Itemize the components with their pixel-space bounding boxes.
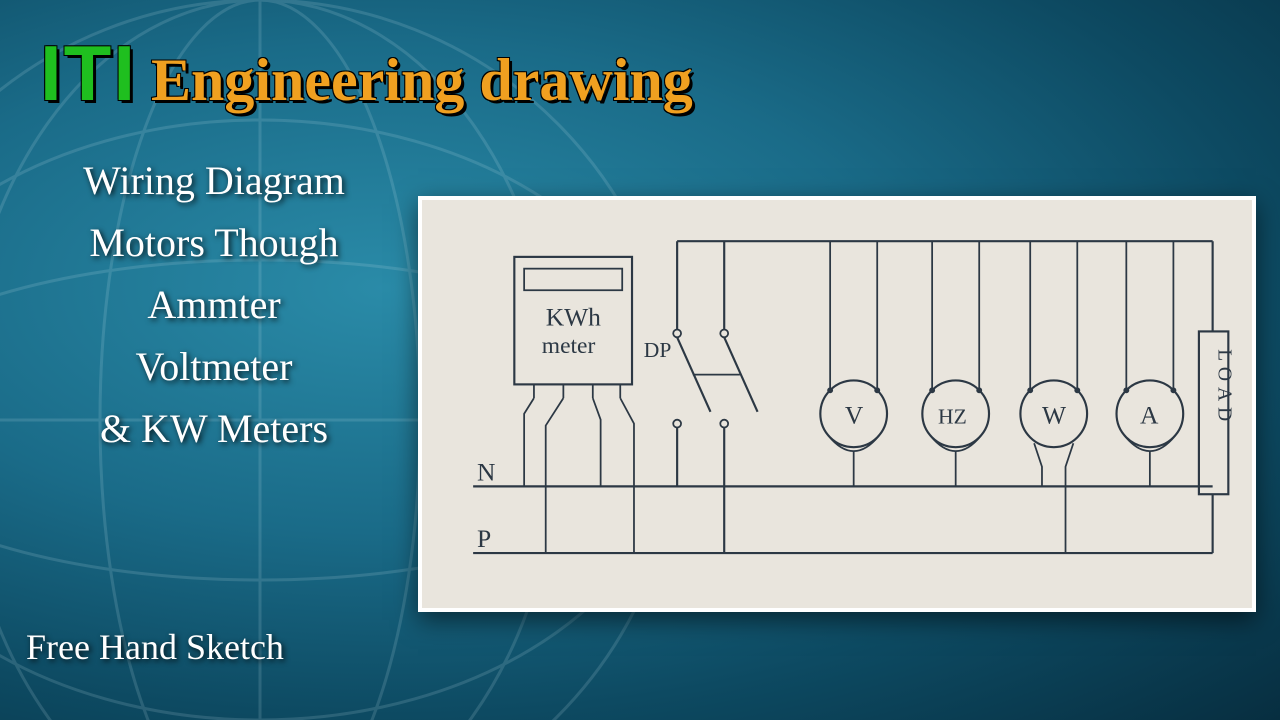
title-row: ITI Engineering drawing — [40, 28, 693, 119]
svg-text:W: W — [1042, 401, 1067, 430]
title-engineering-drawing: Engineering drawing — [151, 46, 693, 115]
topic-text-block: Wiring Diagram Motors Though Ammter Volt… — [24, 150, 404, 460]
load-label: LOAD — [1214, 349, 1235, 427]
topic-line-4: Voltmeter — [24, 336, 404, 398]
wattmeter: W — [1020, 241, 1087, 553]
wiring-diagram-panel: KWh meter N P DP — [418, 196, 1256, 612]
topic-line-1: Wiring Diagram — [24, 150, 404, 212]
kwh-meter-box: KWh meter — [514, 257, 634, 553]
voltmeter: V — [820, 241, 887, 486]
svg-text:HZ: HZ — [938, 405, 967, 429]
free-hand-sketch-label: Free Hand Sketch — [26, 626, 284, 668]
topic-line-5: & KW Meters — [24, 398, 404, 460]
rail-label-n: N — [477, 458, 495, 487]
kwh-label-2: meter — [542, 333, 596, 359]
hz-meter: HZ — [922, 241, 989, 486]
svg-text:V: V — [845, 401, 864, 430]
ammeter: A — [1117, 241, 1184, 486]
dp-label: DP — [644, 338, 672, 362]
title-iti: ITI — [40, 28, 137, 119]
topic-line-3: Ammter — [24, 274, 404, 336]
load-box: LOAD — [1199, 241, 1235, 553]
wiring-diagram-svg: KWh meter N P DP — [422, 200, 1252, 608]
svg-text:A: A — [1140, 401, 1159, 430]
topic-line-2: Motors Though — [24, 212, 404, 274]
kwh-label-1: KWh — [546, 303, 601, 332]
rail-label-p: P — [477, 524, 491, 553]
dp-switch: DP — [644, 241, 758, 553]
